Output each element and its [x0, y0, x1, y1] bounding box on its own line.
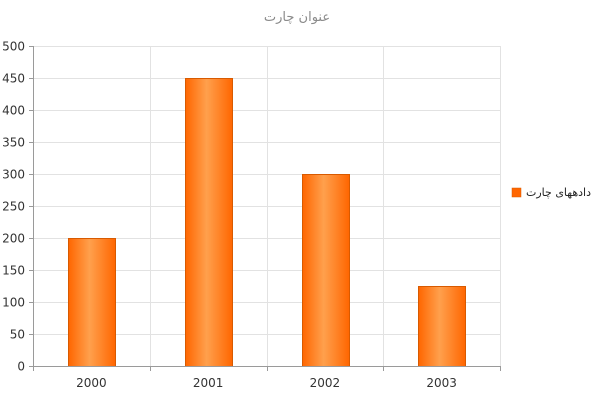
legend-label: دادههای چارت: [526, 186, 591, 199]
y-tick-label: 150: [2, 264, 25, 278]
axes: [29, 46, 501, 371]
y-tick-label: 350: [2, 136, 25, 150]
y-tick-label: 100: [2, 296, 25, 310]
x-tick-label: 2003: [426, 376, 457, 390]
grid: [33, 46, 501, 366]
x-tick-label: 2001: [193, 376, 224, 390]
y-tick-label: 300: [2, 168, 25, 182]
x-axis-tick-labels: 2000 2001 2002 2003: [76, 376, 457, 390]
x-tick-label: 2002: [310, 376, 341, 390]
bar-2000: [68, 238, 116, 367]
bar-2002: [302, 174, 350, 367]
y-tick-label: 450: [2, 72, 25, 86]
y-tick-label: 200: [2, 232, 25, 246]
y-tick-label: 250: [2, 200, 25, 214]
bars: [68, 78, 466, 367]
x-tick-label: 2000: [76, 376, 107, 390]
y-axis-tick-labels: 0 50 100 150 200 250 300 350 400 450 500: [2, 40, 25, 374]
y-tick-label: 50: [10, 328, 25, 342]
legend-swatch: [511, 187, 522, 198]
y-tick-label: 0: [17, 360, 25, 374]
y-tick-label: 400: [2, 104, 25, 118]
y-tick-label: 500: [2, 40, 25, 54]
bar-2001: [185, 78, 233, 367]
bar-2003: [418, 286, 466, 367]
legend: دادههای چارت: [511, 186, 591, 199]
chart-title: عنوان چارت: [263, 10, 331, 25]
